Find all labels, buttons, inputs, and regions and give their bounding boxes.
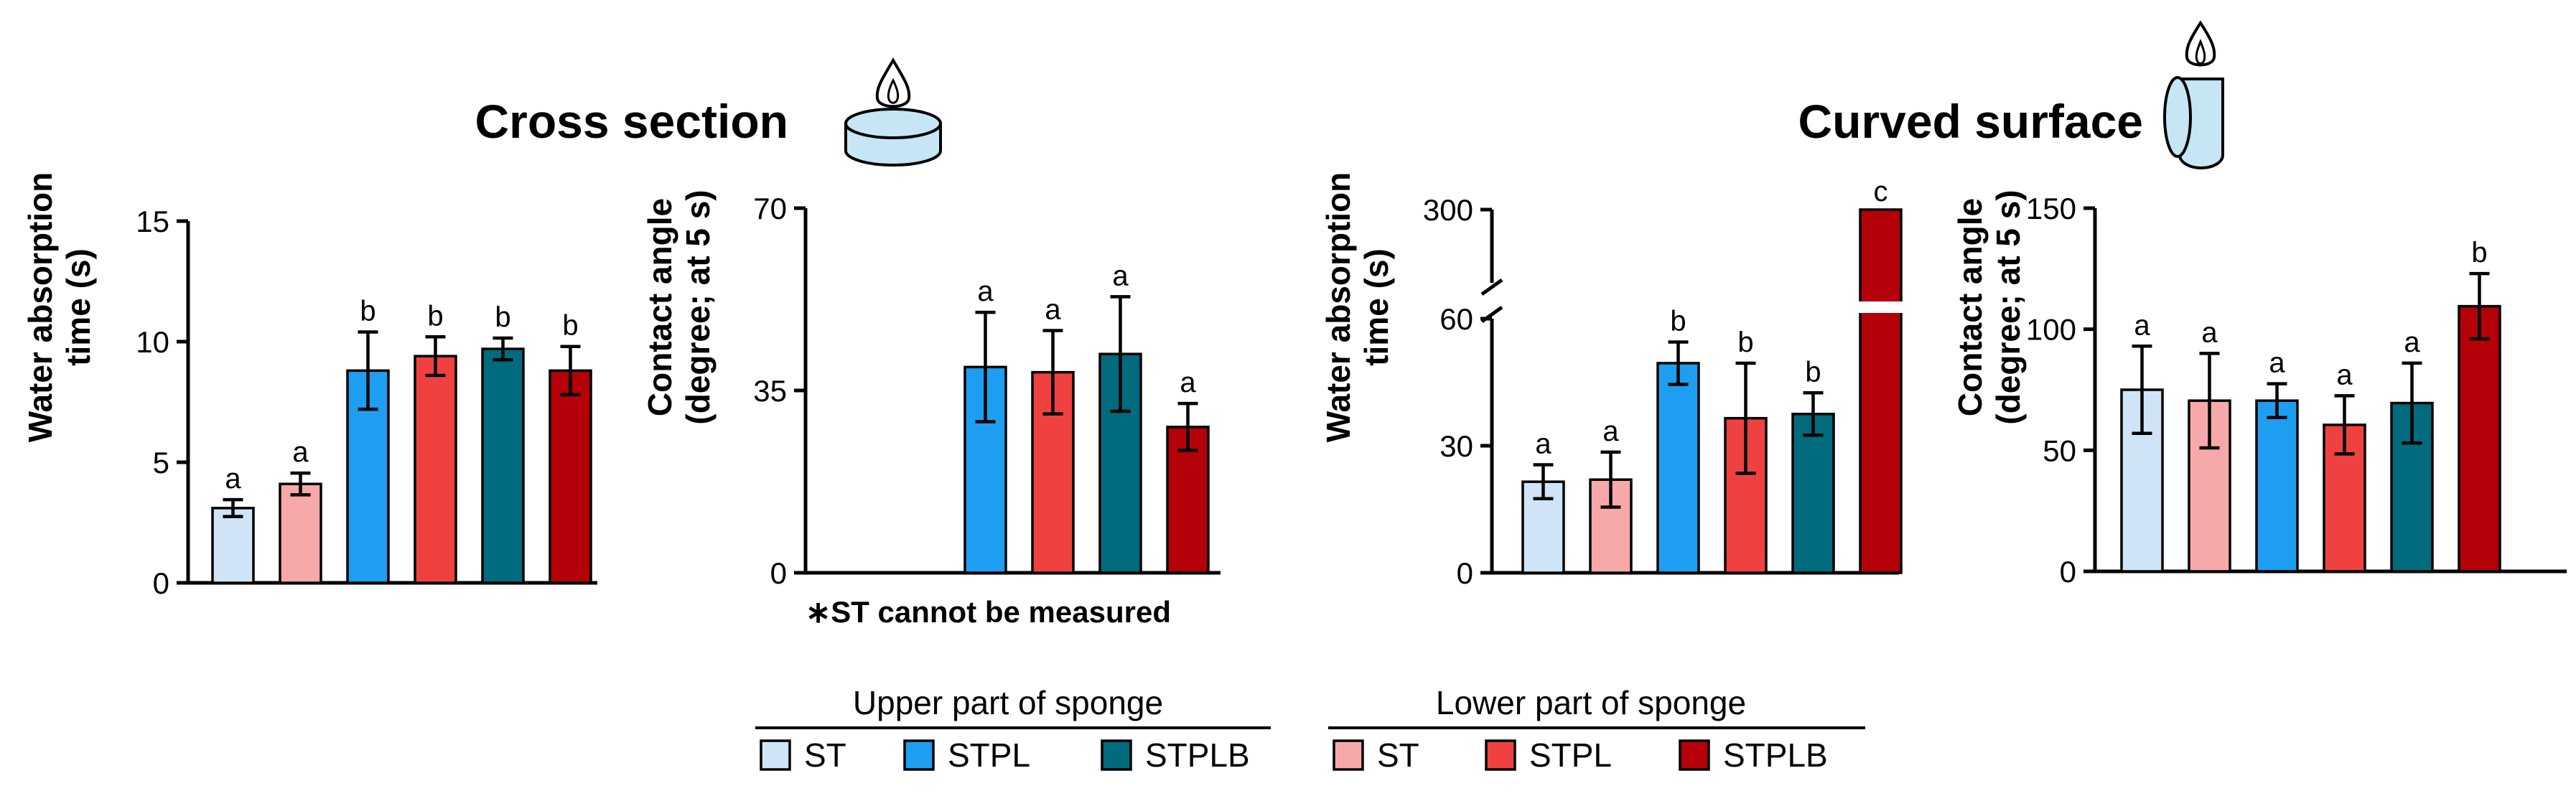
significance-letter: a	[225, 463, 241, 495]
significance-letter: b	[360, 296, 375, 327]
legend-upper-title: Upper part of sponge	[853, 684, 1163, 721]
significance-letter: a	[1112, 260, 1129, 291]
legend-label-stplb-upper: STPLB	[1145, 736, 1250, 774]
y-axis-label-line-1: Contact angle	[641, 198, 678, 416]
significance-letter: b	[562, 310, 578, 342]
significance-letter: a	[2404, 327, 2420, 358]
y-axis-label-line-1: Contact angle	[1951, 198, 1989, 416]
legend-swatch-stpl-upper	[903, 739, 935, 771]
bar	[1791, 413, 1835, 574]
y-axis-label-line-1: Water absorption	[1320, 172, 1357, 443]
legend-label-stpl-lower: STPL	[1529, 736, 1612, 774]
y-tick-label: 15	[136, 205, 169, 238]
curved-surface-title: Curved surface	[1798, 95, 2143, 148]
y-tick-label: 300	[1423, 193, 1473, 227]
significance-letter: a	[2134, 309, 2150, 341]
y-axis-label-line-2: (degree; at 5 s)	[679, 189, 717, 424]
significance-letter: a	[1180, 367, 1196, 398]
chart-curved-surface-water-absorption: Water absorption time (s) 0 30 60 300 a a b b b c	[1320, 172, 1904, 590]
y-tick-label: 60	[1439, 302, 1473, 336]
bar	[549, 369, 592, 584]
significance-letter: a	[292, 436, 309, 468]
axis-break-mark	[1480, 278, 1503, 296]
cross-section-title: Cross section	[475, 95, 788, 148]
legend-swatch-stplb-upper	[1101, 739, 1132, 771]
y-tick-label: 70	[753, 192, 787, 225]
y-tick-label: 0	[770, 556, 787, 590]
bar	[211, 507, 255, 584]
legend-swatch-st-lower	[1333, 739, 1364, 771]
significance-letter: c	[1874, 176, 1888, 207]
curved-surface-candle-icon	[2163, 20, 2224, 169]
legend: Upper part of sponge Lower part of spong…	[755, 684, 1865, 774]
bar	[2458, 304, 2501, 573]
y-axis-label-line-2: time (s)	[1358, 248, 1395, 366]
significance-letter: a	[2269, 347, 2285, 379]
y-tick-label: 100	[2026, 313, 2076, 347]
legend-swatch-stpl-lower	[1485, 739, 1516, 771]
y-tick-label: 0	[1457, 556, 1473, 590]
legend-swatch-st-upper	[760, 739, 791, 771]
legend-label-st-upper: ST	[804, 736, 846, 774]
y-tick-label: 0	[153, 566, 169, 600]
chart-curved-surface-contact-angle: Contact angle (degree; at 5 s) 0 50 100 150…	[1951, 189, 2567, 589]
y-tick-label: 10	[136, 325, 169, 359]
significance-letter: a	[2201, 317, 2218, 348]
significance-letter: a	[977, 276, 994, 307]
significance-letter: b	[2471, 237, 2487, 268]
legend-label-stplb-lower: STPLB	[1723, 736, 1828, 774]
significance-letter: a	[1602, 416, 1619, 447]
bar-break-gap	[1857, 301, 1904, 313]
significance-letter: a	[1535, 429, 1551, 460]
chart-cross-section-water-absorption: Water absorption time (s) 0 5 10 15 a a b b b b	[22, 172, 597, 600]
legend-swatch-stplb-lower	[1679, 739, 1710, 771]
y-tick-label: 150	[2026, 192, 2076, 225]
bar	[279, 482, 322, 584]
st-not-measured-note: ∗ST cannot be measured	[806, 595, 1171, 629]
legend-lower-title: Lower part of sponge	[1436, 684, 1746, 721]
cross-section-candle-icon	[844, 57, 942, 167]
significance-letter: b	[1670, 305, 1686, 337]
significance-letter: b	[427, 300, 443, 332]
y-tick-label: 35	[753, 374, 787, 408]
y-axis-label-line-1: Water absorption	[22, 172, 59, 443]
legend-label-stpl-upper: STPL	[948, 736, 1030, 774]
bar	[481, 347, 525, 584]
y-axis-label-line-2: time (s)	[60, 248, 97, 366]
significance-letter: a	[2336, 359, 2353, 390]
bar	[1859, 208, 1903, 574]
bar	[1589, 478, 1633, 574]
bar	[414, 355, 457, 584]
y-axis-label-line-2: (degree; at 5 s)	[1989, 189, 2027, 424]
bar	[1656, 362, 1700, 574]
bar	[2255, 399, 2299, 573]
significance-letter: b	[1805, 356, 1821, 388]
y-tick-label: 50	[2043, 434, 2076, 467]
y-tick-label: 5	[153, 446, 169, 479]
chart-cross-section-contact-angle: Contact angle (degree; at 5 s) 0 35 70 a a a a	[641, 189, 1221, 590]
significance-letter: a	[1045, 294, 1061, 326]
legend-label-st-lower: ST	[1377, 736, 1419, 774]
y-tick-label: 0	[2060, 555, 2076, 589]
y-tick-label: 30	[1439, 429, 1473, 463]
significance-letter: b	[495, 301, 510, 333]
significance-letter: b	[1737, 327, 1753, 358]
